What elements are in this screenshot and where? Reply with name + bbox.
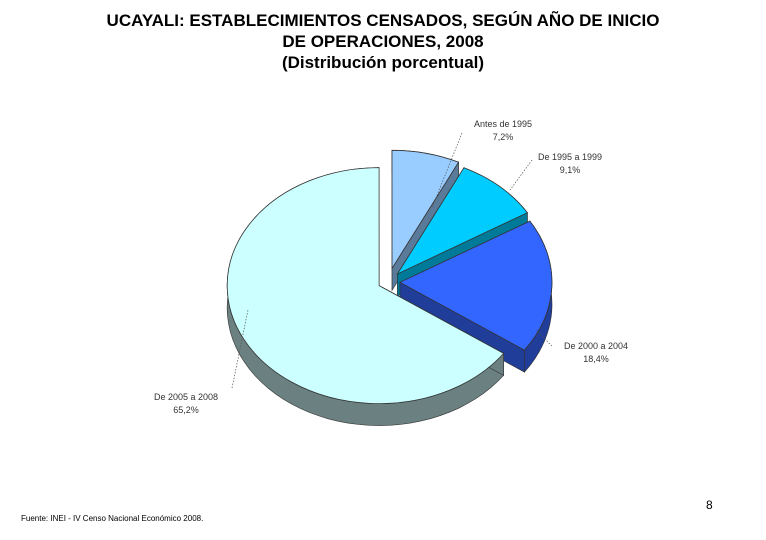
source-note: Fuente: INEI - IV Censo Nacional Económi… xyxy=(21,514,204,523)
slice-1995-1999 xyxy=(396,167,529,275)
slice-value-2000-2004: 18,4% xyxy=(583,354,609,364)
leader-line-1995-1999 xyxy=(509,159,533,191)
leader-line-2005-2008 xyxy=(231,309,249,389)
title-line-2: DE OPERACIONES, 2008 xyxy=(282,32,484,51)
leader-line-antes-1995 xyxy=(431,132,463,209)
slice-label-2000-2004: De 2000 a 2004 xyxy=(564,341,628,351)
slice-value-1995-1999: 9,1% xyxy=(560,165,581,175)
slice-2000-2004 xyxy=(399,220,553,351)
title-line-1: UCAYALI: ESTABLECIMIENTOS CENSADOS, SEGÚ… xyxy=(106,11,660,30)
slice-antes-1995 xyxy=(391,149,460,270)
title-line-3: (Distribución porcentual) xyxy=(281,53,485,72)
slice-label-2005-2008: De 2005 a 2008 xyxy=(154,392,218,402)
chart-title: UCAYALI: ESTABLECIMIENTOS CENSADOS, SEGÚ… xyxy=(0,10,766,73)
slice-label-antes-1995: Antes de 1995 xyxy=(474,119,532,129)
slice-2005-2008 xyxy=(226,167,505,404)
slice-value-2005-2008: 65,2% xyxy=(173,405,199,415)
slice-value-antes-1995: 7,2% xyxy=(493,132,514,142)
page-number: 8 xyxy=(706,498,713,512)
leader-line-2000-2004 xyxy=(535,329,553,347)
slice-label-1995-1999: De 1995 a 1999 xyxy=(538,152,602,162)
